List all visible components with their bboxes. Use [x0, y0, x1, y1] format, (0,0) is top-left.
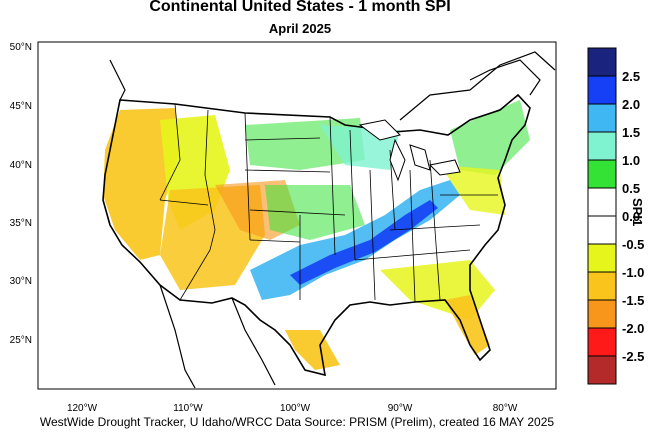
colorbar-segment-2 [587, 103, 617, 133]
colorbar-segment-3 [587, 131, 617, 161]
lon-tick-100w: 100°W [279, 403, 311, 414]
lat-tick-25n: 25°N [9, 335, 32, 346]
lat-tick-50n: 50°N [9, 42, 32, 53]
colorbar-segment-5 [587, 187, 617, 217]
dry-region-west [103, 108, 180, 260]
dry-region-south-texas [285, 330, 340, 370]
dry-region-northeast [440, 165, 505, 215]
lat-tick-45n: 45°N [9, 101, 32, 112]
credit-line: WestWide Drought Tracker, U Idaho/WRCC D… [39, 415, 555, 429]
wet-region-plains [265, 185, 365, 240]
colorbar-segment-11 [587, 355, 617, 385]
colorbar-segment-1 [587, 75, 617, 105]
colorbar-segment-8 [587, 271, 617, 301]
spi-shading [103, 100, 530, 370]
cb-tick-0-5: 0.5 [622, 181, 641, 196]
lat-tick-35n: 35°N [9, 218, 32, 229]
map-subtitle: April 2025 [268, 21, 332, 36]
cb-tick-neg-1-0: -1.0 [622, 265, 645, 280]
colorbar-segment-7 [587, 243, 617, 273]
neighbor-outlines [109, 51, 556, 389]
cb-tick-neg-1-5: -1.5 [622, 293, 645, 308]
lat-tick-40n: 40°N [9, 160, 32, 171]
map-title: Continental United States - 1 month SPI [149, 0, 451, 15]
colorbar-segment-0 [587, 47, 617, 77]
us-outline [102, 93, 531, 377]
lon-tick-110w: 110°W [173, 403, 203, 414]
cb-tick-0-0: 0.0 [622, 209, 641, 224]
cb-tick-2-5: 2.5 [622, 69, 641, 84]
cb-tick-neg-0-5: -0.5 [622, 237, 645, 252]
lon-tick-120w: 120°W [66, 403, 98, 414]
lon-tick-80w: 80°W [492, 403, 518, 414]
wet-region-northeast [450, 100, 530, 175]
lakes [358, 119, 461, 182]
colorbar-segment-10 [587, 327, 617, 357]
colorbar-title: SPI1 [630, 198, 645, 227]
cb-tick-1-5: 1.5 [622, 125, 641, 140]
lat-tick-30n: 30°N [9, 276, 32, 287]
lon-tick-90w: 90°W [387, 403, 413, 414]
colorbar [587, 47, 617, 385]
cb-tick-2-0: 2.0 [622, 97, 641, 112]
colorbar-segment-6 [587, 215, 617, 245]
cb-tick-1-0: 1.0 [622, 153, 641, 168]
dry-region-florida [445, 295, 490, 355]
colorbar-segment-9 [587, 299, 617, 329]
colorbar-segment-4 [587, 159, 617, 189]
cb-tick-neg-2-0: -2.0 [622, 321, 645, 336]
cb-tick-neg-2-5: -2.5 [622, 349, 645, 364]
wet-band-core [290, 200, 438, 285]
